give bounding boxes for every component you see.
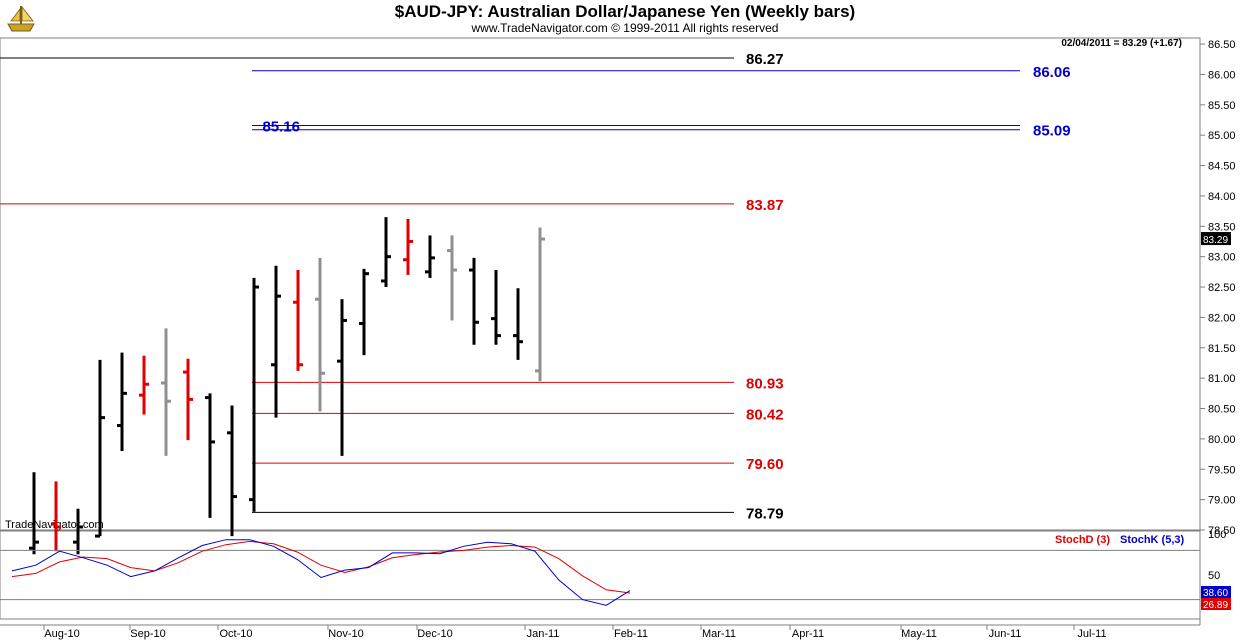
price-axis-label: 84.50: [1208, 161, 1236, 173]
level-label-86.06: 86.06: [1033, 64, 1071, 81]
x-axis-label: Apr-11: [792, 628, 824, 640]
stochastic-panel-frame: [0, 530, 1201, 620]
stochastic-axis-label: 50: [1208, 570, 1220, 582]
stochastic-axis-label: 100: [1208, 529, 1226, 541]
price-axis-label: 86.00: [1208, 69, 1236, 81]
level-label-85.16: 85.16: [262, 118, 300, 135]
x-axis-label: Dec-10: [417, 628, 452, 640]
price-axis-label: 82.50: [1208, 282, 1236, 294]
stochastic-tag-box: [1201, 598, 1231, 610]
price-axis-label: 80.00: [1208, 434, 1236, 446]
level-label-86.27: 86.27: [746, 51, 784, 68]
stochastic-legend-1: StochK (5,3): [1120, 534, 1185, 546]
price-axis-label: 81.00: [1208, 373, 1236, 385]
chart-title: $AUD-JPY: Australian Dollar/Japanese Yen…: [394, 2, 856, 21]
last-price-tag-box: [1201, 232, 1231, 246]
price-axis-label: 83.00: [1208, 252, 1236, 264]
level-label-80.42: 80.42: [746, 406, 784, 423]
x-axis-label: Sep-10: [130, 628, 165, 640]
price-axis-label: 84.00: [1208, 191, 1236, 203]
chart-header: $AUD-JPY: Australian Dollar/Japanese Yen…: [0, 0, 1250, 38]
stochastic-line-0: [11, 540, 631, 594]
stochastic-tag-box: [1201, 586, 1231, 598]
x-axis-label: Oct-10: [219, 628, 252, 640]
copyright-text: www.TradeNavigator.com © 1999-2011 All r…: [471, 21, 779, 35]
x-axis-label: Jun-11: [989, 628, 1022, 640]
price-axis-label: 82.00: [1208, 312, 1236, 324]
x-axis-label: Feb-11: [614, 628, 648, 640]
level-label-83.87: 83.87: [746, 197, 784, 214]
stochastic-tag-label: 38.60: [1203, 588, 1228, 599]
price-panel-frame: [0, 37, 1201, 531]
price-axis-label: 85.50: [1208, 100, 1236, 112]
price-axis-label: 86.50: [1208, 39, 1236, 51]
price-axis-label: 78.50: [1208, 525, 1236, 537]
price-axis-label: 85.00: [1208, 130, 1236, 142]
x-axis-label: Mar-11: [702, 628, 736, 640]
stochastic-tag-label: 26.89: [1203, 600, 1228, 611]
x-axis-label: Jan-11: [527, 628, 560, 640]
ship-logo-icon[interactable]: [4, 2, 38, 36]
price-axis-label: 80.50: [1208, 404, 1236, 416]
x-axis-label: Jul-11: [1077, 628, 1106, 640]
price-axis-label: 79.00: [1208, 495, 1236, 507]
price-axis-label: 81.50: [1208, 343, 1236, 355]
x-axis-label: Nov-10: [328, 628, 363, 640]
level-label-85.09: 85.09: [1033, 123, 1071, 140]
x-axis-label: May-11: [901, 628, 937, 640]
level-label-80.93: 80.93: [746, 375, 784, 392]
last-quote-text: 02/04/2011 = 83.29 (+1.67): [1061, 38, 1182, 49]
stochastic-legend-0: StochD (3): [1055, 534, 1110, 546]
level-label-78.79: 78.79: [746, 505, 784, 522]
level-label-79.60: 79.60: [746, 456, 784, 473]
stochastic-line-1: [11, 539, 631, 606]
price-axis-label: 83.50: [1208, 221, 1236, 233]
last-price-tag-label: 83.29: [1203, 235, 1228, 246]
price-axis-label: 79.50: [1208, 464, 1236, 476]
x-axis-label: Aug-10: [44, 628, 79, 640]
right-axis-area: [1200, 38, 1250, 643]
